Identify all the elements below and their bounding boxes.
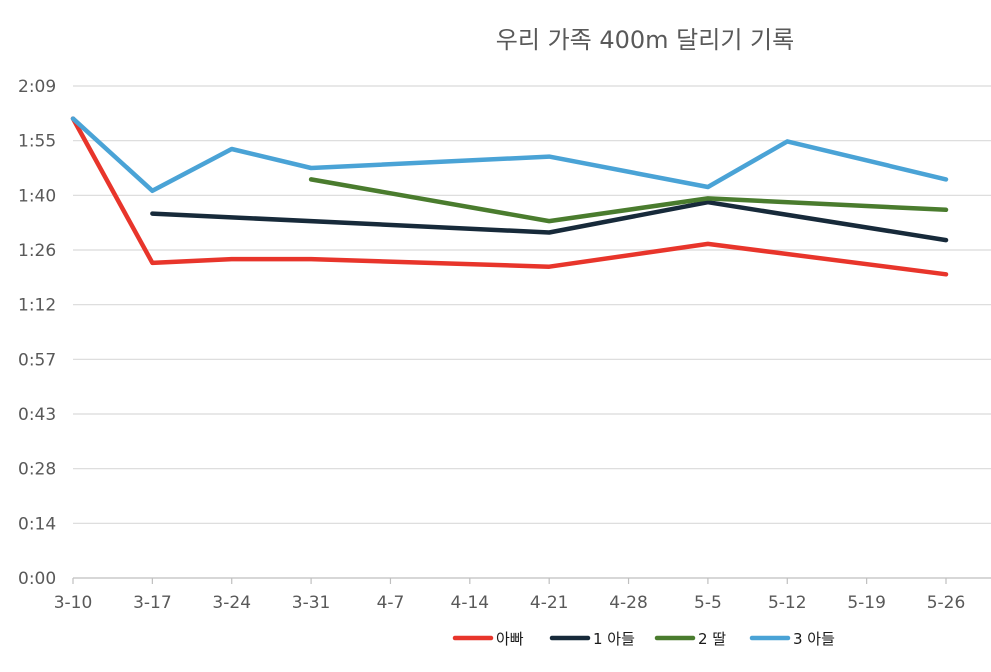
gridlines: [73, 85, 991, 524]
x-tick-label: 3-17: [133, 593, 172, 613]
x-tick-label: 4-21: [530, 593, 569, 613]
x-tick-label: 5-26: [927, 593, 966, 613]
y-tick-label: 1:40: [18, 186, 56, 206]
legend-label: 아빠: [496, 630, 524, 648]
y-tick-label: 2:09: [18, 77, 56, 97]
series-line-4: [70, 116, 949, 194]
y-tick-label: 0:43: [18, 405, 56, 425]
legend-label: 3 아들: [793, 630, 835, 648]
x-tick-label: 5-19: [847, 593, 886, 613]
y-tick-label: 0:00: [18, 569, 56, 589]
x-tick-label: 3-31: [292, 593, 331, 613]
series-lines: [70, 116, 949, 277]
x-tick-label: 3-24: [212, 593, 251, 613]
series-line-2: [150, 199, 949, 243]
legend-label: 2 딸: [698, 630, 726, 648]
y-tick-label: 1:26: [18, 241, 56, 261]
y-tick-label: 0:28: [18, 460, 56, 480]
chart-title: 우리 가족 400m 달리기 기록: [496, 26, 794, 54]
series-line-1: [70, 116, 949, 277]
y-tick-label: 0:14: [18, 514, 56, 534]
axes: 0:00 0:14 0:28 0:43 0:57 1:12 1:26 1:40 1:55 2:09…: [18, 77, 991, 613]
y-tick-label: 1:12: [18, 296, 56, 316]
y-tick-label: 1:55: [18, 132, 56, 152]
x-tick-label: 4-7: [377, 593, 405, 613]
y-tick-label: 0:57: [18, 350, 56, 370]
legend-label: 1 아들: [593, 630, 635, 648]
x-tick-label: 4-28: [609, 593, 648, 613]
legend: 아빠 1 아들 2 딸 3 아들: [452, 630, 835, 648]
x-tick-label: 5-5: [694, 593, 722, 613]
x-tick-label: 3-10: [54, 593, 93, 613]
series-line-3: [308, 177, 949, 224]
x-tick-label: 4-14: [451, 593, 490, 613]
x-tick-label: 5-12: [768, 593, 807, 613]
